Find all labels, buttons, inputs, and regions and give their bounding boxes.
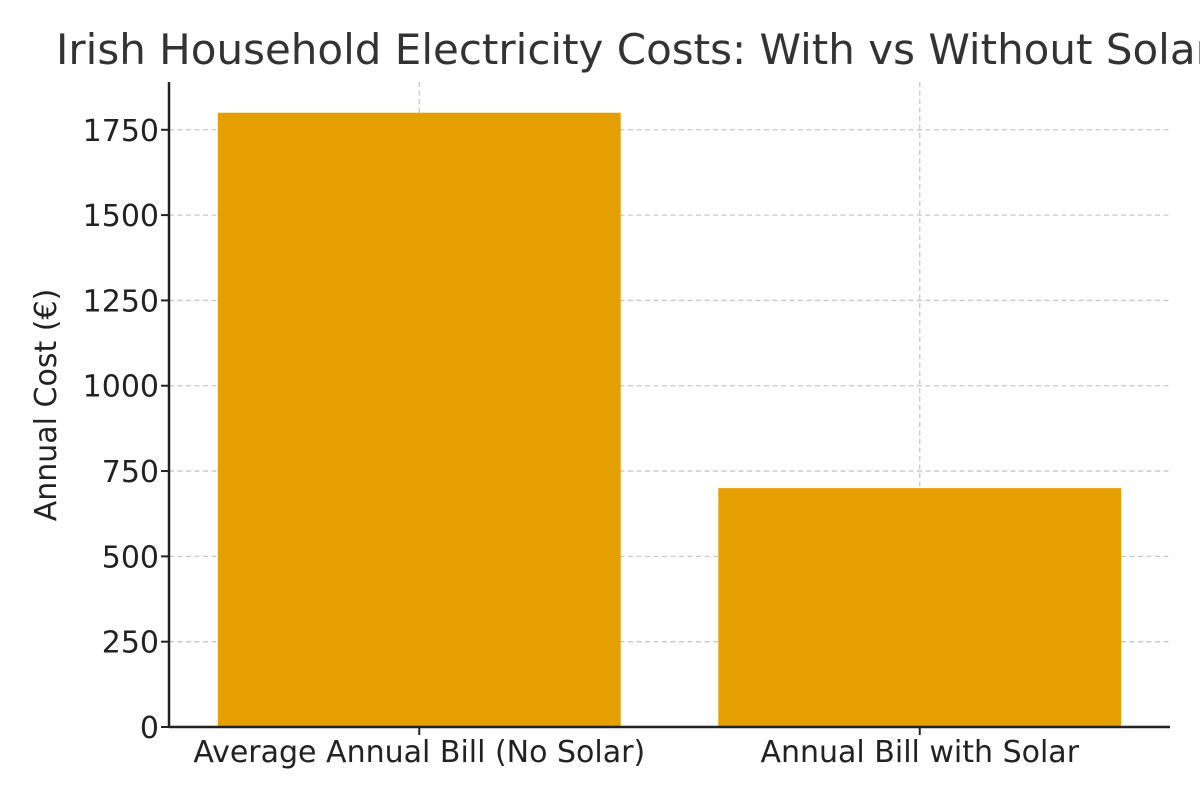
y-tick-label: 1500 (83, 199, 159, 234)
y-tick-label: 500 (102, 540, 159, 575)
y-tick-label: 0 (140, 711, 159, 746)
y-axis-label: Annual Cost (€) (29, 289, 64, 522)
y-tick-label: 1250 (83, 284, 159, 319)
y-tick-label: 1750 (83, 114, 159, 149)
y-tick-label: 250 (102, 626, 159, 661)
y-tick-label: 1000 (83, 370, 159, 405)
x-tick-label: Average Annual Bill (No Solar) (193, 735, 645, 770)
y-tick-label: 750 (102, 455, 159, 490)
bar (217, 112, 621, 727)
axes-layer (167, 82, 1170, 729)
x-tick-label: Annual Bill with Solar (760, 735, 1079, 770)
bars-layer (217, 112, 1122, 727)
chart-title: Irish Household Electricity Costs: With … (56, 25, 1200, 74)
bar (718, 488, 1122, 727)
ticks-layer: 0 250 500 750 1000 1250 1500 1750 Average Annual… (83, 114, 1080, 770)
